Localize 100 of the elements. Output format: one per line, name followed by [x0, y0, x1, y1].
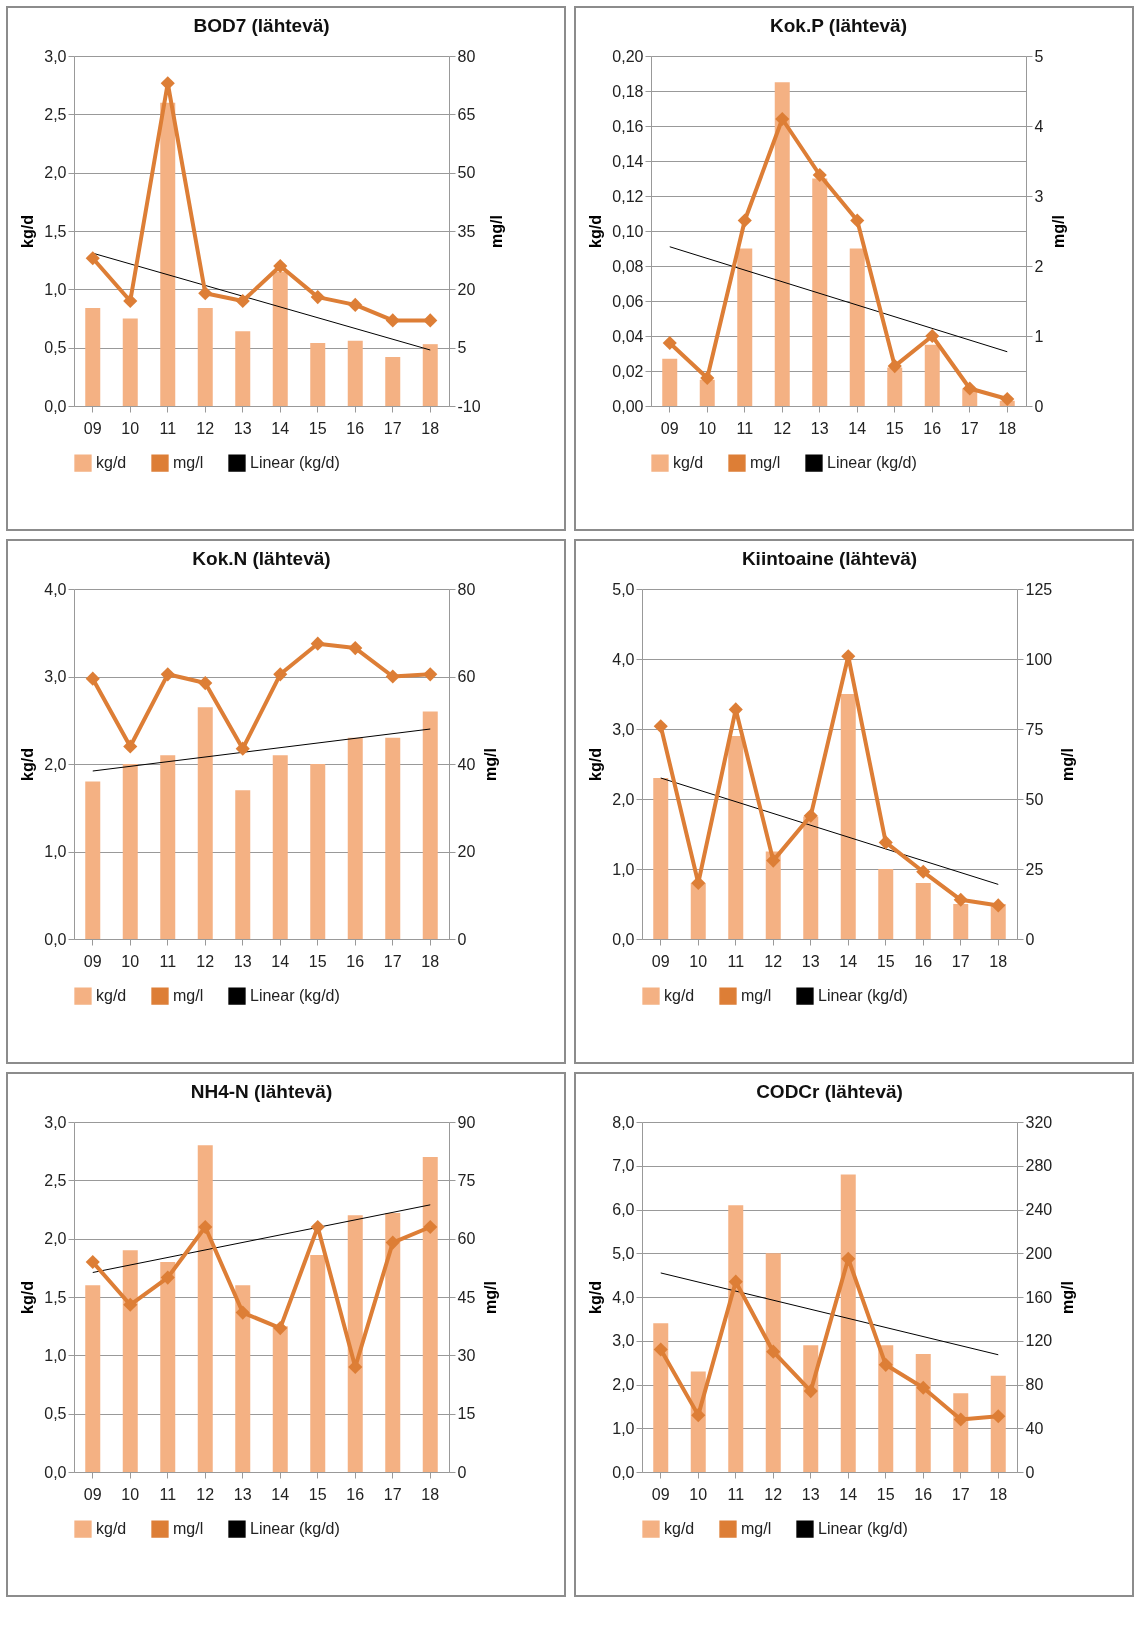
- point: [160, 667, 175, 682]
- y2-tick-label: 25: [1025, 860, 1044, 878]
- bar: [235, 331, 251, 406]
- bar: [385, 1213, 401, 1472]
- y-tick-label: 0,16: [612, 117, 644, 135]
- point: [423, 313, 438, 328]
- legend-label: kg/d: [673, 454, 704, 472]
- y-axis-title: kg/d: [19, 215, 37, 248]
- y-tick-label: 4,0: [44, 580, 67, 598]
- point: [310, 1219, 325, 1235]
- bar: [310, 1255, 326, 1472]
- point: [803, 1383, 818, 1399]
- y2-tick-label: 60: [457, 1230, 476, 1248]
- bar: [347, 340, 363, 406]
- x-tick-label: 10: [121, 419, 140, 437]
- y2-tick-label: 80: [457, 47, 476, 65]
- point: [310, 636, 325, 651]
- y-tick-label: 0,02: [612, 362, 644, 380]
- y-tick-label: 0,0: [44, 930, 67, 948]
- x-tick-label: 10: [121, 952, 140, 970]
- x-tick-label: 09: [651, 952, 670, 970]
- x-tick-label: 18: [421, 419, 440, 437]
- x-tick-label: 10: [121, 1485, 140, 1503]
- point: [85, 671, 100, 686]
- bar: [197, 707, 213, 939]
- y-tick-label: 0,12: [612, 187, 644, 205]
- y2-tick-label: 4: [1034, 117, 1044, 135]
- x-tick-label: 11: [736, 419, 754, 437]
- y-tick-label: 3,0: [44, 1113, 67, 1131]
- y-tick-label: 2,0: [612, 790, 635, 808]
- x-tick-label: 15: [308, 952, 327, 970]
- y2-tick-label: 40: [1025, 1419, 1044, 1437]
- bar: [422, 711, 438, 939]
- y2-tick-label: 200: [1025, 1244, 1053, 1262]
- point: [348, 297, 363, 312]
- bar: [915, 883, 931, 939]
- bar: [653, 778, 669, 939]
- y-tick-label: 3,0: [44, 47, 67, 65]
- y2-axis-title: mg/l: [482, 748, 500, 781]
- bar: [160, 102, 176, 406]
- y-tick-label: 0,08: [612, 257, 644, 275]
- x-tick-label: 09: [651, 1485, 670, 1503]
- bar: [122, 318, 138, 406]
- bar: [272, 755, 288, 939]
- bar: [197, 1145, 213, 1472]
- chart-title: CODCr (lähtevä): [756, 1081, 903, 1102]
- bar: [737, 248, 753, 406]
- point: [123, 1297, 138, 1312]
- y-tick-label: 0,0: [44, 397, 67, 415]
- y-tick-label: 1,5: [44, 222, 67, 240]
- bar: [160, 1262, 176, 1472]
- point: [878, 835, 893, 850]
- x-tick-label: 10: [689, 952, 708, 970]
- y-tick-label: 0,18: [612, 82, 644, 100]
- y2-axis-title: mg/l: [1050, 215, 1068, 248]
- y2-tick-label: 2: [1034, 257, 1044, 275]
- point: [887, 359, 902, 374]
- y-tick-label: 8,0: [612, 1113, 635, 1131]
- point: [85, 1254, 100, 1270]
- x-tick-label: 17: [383, 1485, 402, 1503]
- bar: [849, 248, 865, 406]
- y-tick-label: 1,0: [612, 860, 635, 878]
- point: [737, 213, 752, 228]
- x-tick-label: 17: [383, 952, 402, 970]
- point: [728, 1274, 743, 1289]
- point: [198, 286, 213, 301]
- x-tick-label: 10: [698, 419, 717, 437]
- bar: [122, 764, 138, 939]
- y-tick-label: 5,0: [612, 1244, 635, 1262]
- point: [423, 1219, 438, 1235]
- legend-label: Linear (kg/d): [250, 1520, 340, 1538]
- y2-tick-label: -10: [457, 397, 481, 415]
- bar: [310, 343, 326, 406]
- point: [916, 864, 931, 879]
- chart-title: BOD7 (lähtevä): [193, 15, 330, 36]
- y-tick-label: 1,0: [44, 1346, 67, 1364]
- x-tick-label: 14: [839, 952, 858, 970]
- x-tick-label: 13: [233, 1485, 252, 1503]
- bar: [878, 869, 894, 939]
- y-tick-label: 4,0: [612, 650, 635, 668]
- point: [766, 1344, 781, 1359]
- x-tick-label: 12: [196, 419, 215, 437]
- point: [766, 853, 781, 868]
- y2-tick-label: 80: [457, 580, 476, 598]
- y2-tick-label: 0: [1025, 1463, 1035, 1481]
- x-tick-label: 10: [689, 1485, 708, 1503]
- legend-label: kg/d: [96, 987, 127, 1005]
- point: [235, 741, 250, 756]
- x-tick-label: 12: [196, 1485, 215, 1503]
- x-tick-label: 11: [159, 952, 177, 970]
- x-tick-label: 18: [989, 1485, 1008, 1503]
- bar: [728, 1205, 744, 1472]
- x-tick-label: 17: [383, 419, 402, 437]
- point: [991, 898, 1006, 913]
- y2-tick-label: 75: [457, 1171, 476, 1189]
- x-tick-label: 09: [83, 419, 102, 437]
- x-tick-label: 15: [876, 952, 895, 970]
- y2-tick-label: 1: [1034, 327, 1044, 345]
- y2-tick-label: 20: [457, 843, 476, 860]
- y2-tick-label: 280: [1025, 1157, 1053, 1175]
